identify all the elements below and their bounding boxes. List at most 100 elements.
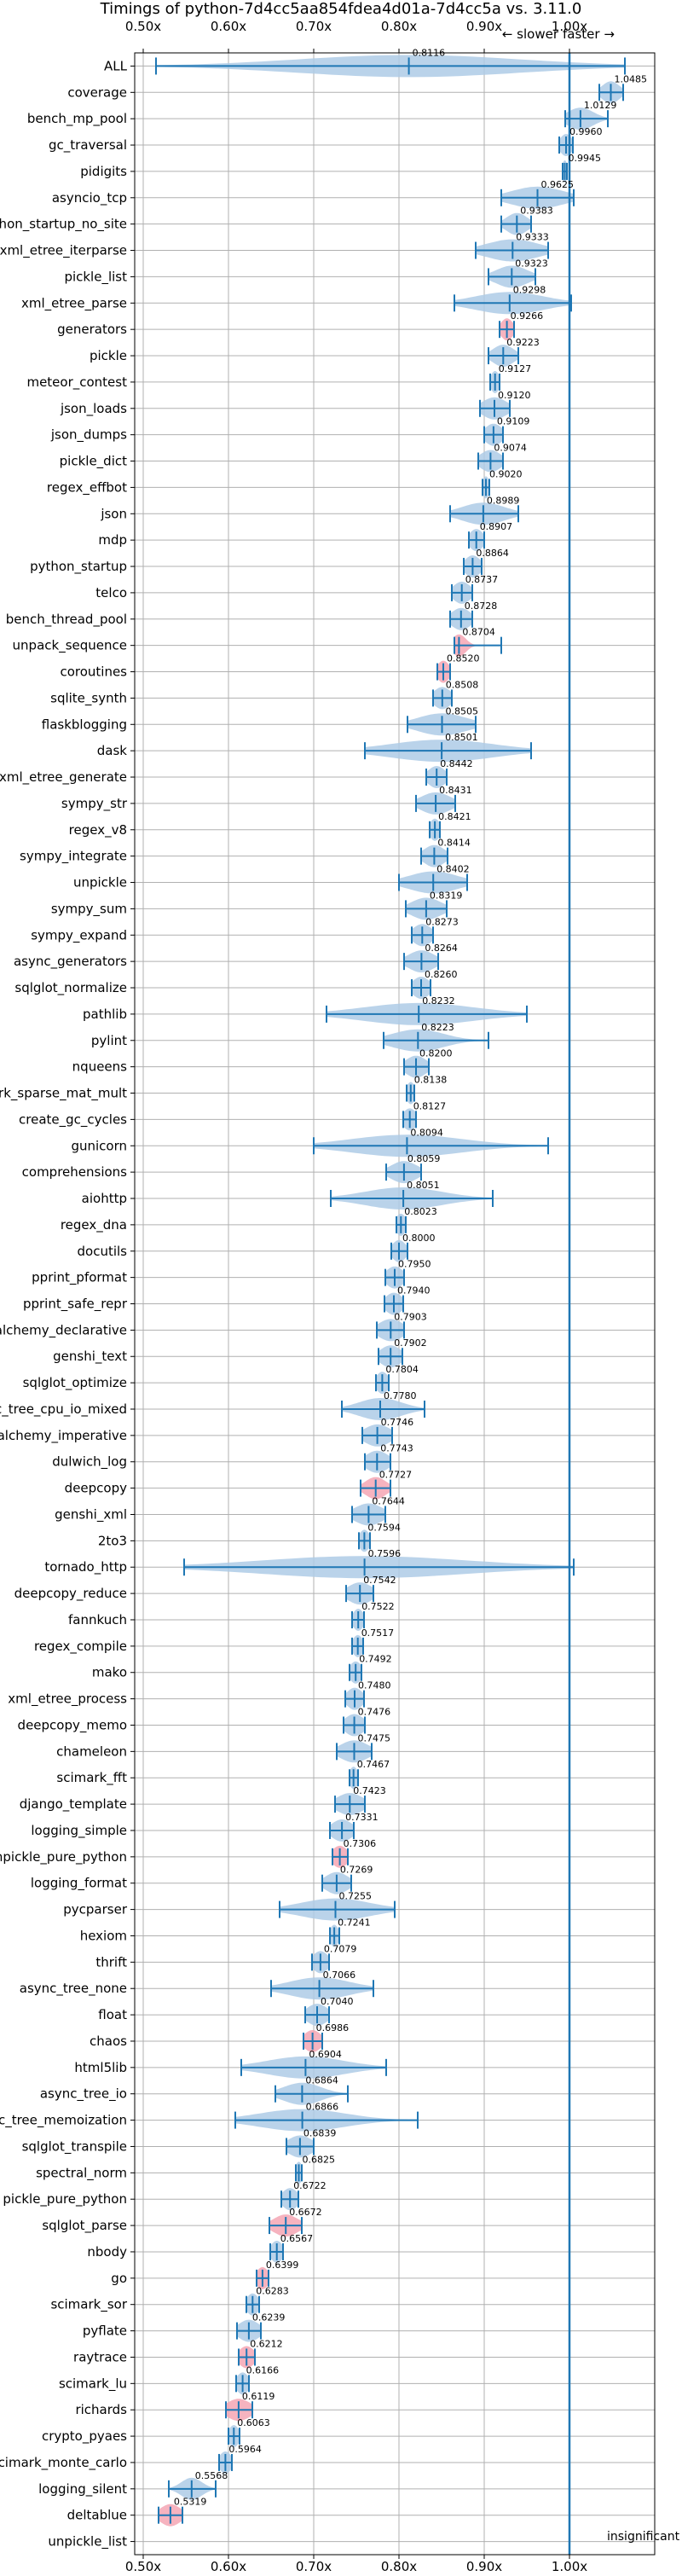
category-label: dask bbox=[97, 743, 128, 758]
slower-label: ← slower bbox=[502, 26, 559, 42]
category-label: sympy_expand bbox=[31, 927, 127, 943]
value-label: 1.0485 bbox=[615, 73, 648, 84]
category-label: meteor_contest bbox=[26, 374, 127, 391]
value-label: 1.0129 bbox=[584, 100, 617, 111]
value-label: 0.6119 bbox=[242, 2391, 275, 2402]
category-label: genshi_text bbox=[53, 1349, 127, 1365]
value-label: 0.8273 bbox=[425, 916, 459, 927]
category-label: richards bbox=[75, 2402, 127, 2417]
tick-label-top: 0.80x bbox=[381, 19, 417, 34]
category-label: sqlglot_parse bbox=[42, 2218, 127, 2234]
value-label: 0.7066 bbox=[323, 1970, 356, 1981]
value-label: 0.6567 bbox=[280, 2233, 314, 2244]
category-label: pycparser bbox=[63, 1902, 128, 1917]
value-label: 0.7804 bbox=[385, 1364, 419, 1375]
value-label: 0.8442 bbox=[440, 758, 473, 769]
category-label: scimark_sparse_mat_mult bbox=[0, 1086, 127, 1102]
value-label: 0.8059 bbox=[407, 1153, 441, 1164]
value-label: 0.5319 bbox=[174, 2497, 207, 2508]
category-label: logging_format bbox=[31, 1876, 127, 1892]
value-labels: 0.81161.04851.01290.99600.99450.96250.93… bbox=[174, 47, 647, 2507]
value-label: 0.8907 bbox=[480, 521, 513, 532]
category-label: raytrace bbox=[73, 2349, 127, 2364]
category-label: sympy_str bbox=[61, 796, 128, 812]
value-label: 0.9074 bbox=[494, 443, 527, 454]
category-label: xml_etree_generate bbox=[0, 769, 127, 786]
value-label: 0.8232 bbox=[422, 995, 455, 1007]
category-label: xml_etree_process bbox=[8, 1691, 127, 1708]
faster-label: faster → bbox=[563, 26, 615, 42]
value-label: 0.7476 bbox=[358, 1706, 391, 1717]
category-label: sympy_sum bbox=[51, 901, 127, 917]
category-label: unpickle_list bbox=[48, 2534, 127, 2550]
category-label: python_startup_no_site bbox=[0, 217, 127, 233]
value-label: 0.7903 bbox=[394, 1311, 427, 1322]
category-label: django_template bbox=[20, 1796, 127, 1813]
value-label: 0.7040 bbox=[321, 1996, 354, 2007]
value-label: 0.8737 bbox=[465, 574, 499, 585]
value-label: 0.9333 bbox=[516, 232, 549, 243]
category-label: regex_v8 bbox=[69, 822, 127, 838]
value-label: 0.5964 bbox=[228, 2444, 262, 2455]
category-label: thrift bbox=[95, 1954, 127, 1970]
value-label: 0.9323 bbox=[515, 258, 548, 269]
value-label: 0.6839 bbox=[303, 2127, 337, 2138]
value-label: 0.7746 bbox=[381, 1417, 414, 1428]
tick-label-top: 0.60x bbox=[211, 19, 246, 34]
category-label: go bbox=[111, 2271, 127, 2286]
category-label: pathlib bbox=[83, 1007, 127, 1022]
value-label: 0.6866 bbox=[306, 2102, 339, 2113]
value-label: 0.9266 bbox=[511, 310, 544, 322]
category-label: regex_effbot bbox=[47, 479, 127, 496]
value-label: 0.9298 bbox=[513, 284, 546, 295]
value-label: 0.7269 bbox=[340, 1865, 373, 1876]
chart-title: Timings of python-7d4cc5aa854fdea4d01a-7… bbox=[100, 0, 582, 18]
value-label: 0.6672 bbox=[289, 2207, 322, 2218]
error-bars bbox=[155, 57, 626, 2524]
category-label: pprint_safe_repr bbox=[23, 1297, 128, 1313]
category-label: sqlglot_transpile bbox=[22, 2138, 127, 2155]
category-label: unpack_sequence bbox=[13, 638, 127, 654]
value-label: 0.7255 bbox=[339, 1891, 373, 1902]
category-label: deltablue bbox=[67, 2508, 127, 2523]
category-label: json_loads bbox=[60, 401, 127, 417]
value-label: 0.7522 bbox=[361, 1601, 395, 1612]
value-label: 0.9383 bbox=[520, 206, 553, 217]
value-label: 0.8505 bbox=[446, 705, 479, 717]
value-label: 0.9960 bbox=[569, 126, 603, 137]
value-label: 0.6212 bbox=[250, 2338, 283, 2349]
insignificant-label: insignificant bbox=[607, 2530, 680, 2544]
category-label: create_gc_cycles bbox=[19, 1111, 127, 1128]
category-label: async_tree_cpu_io_mixed bbox=[0, 1401, 127, 1418]
category-label: regex_compile bbox=[34, 1639, 127, 1655]
value-label: 0.6166 bbox=[246, 2364, 280, 2376]
category-label: logging_simple bbox=[31, 1823, 127, 1839]
category-label: sqlglot_optimize bbox=[23, 1375, 127, 1391]
value-label: 0.8223 bbox=[421, 1022, 454, 1033]
value-label: 0.7331 bbox=[345, 1812, 379, 1823]
value-label: 0.7241 bbox=[338, 1917, 371, 1928]
category-label: unpickle bbox=[73, 875, 127, 891]
category-label: fannkuch bbox=[68, 1612, 127, 1627]
category-label: mako bbox=[92, 1665, 127, 1680]
category-label: tornado_http bbox=[44, 1559, 127, 1575]
category-label: json bbox=[100, 506, 127, 521]
value-label: 0.7727 bbox=[379, 1470, 413, 1481]
value-label: 0.9109 bbox=[497, 416, 530, 427]
value-label: 0.8520 bbox=[447, 653, 480, 664]
tick-label-top: 0.90x bbox=[466, 19, 502, 34]
category-label: pickle_list bbox=[64, 269, 127, 285]
value-label: 0.8704 bbox=[462, 627, 495, 638]
category-label: sqlite_synth bbox=[50, 690, 127, 706]
category-label: scimark_fft bbox=[56, 1770, 127, 1786]
value-label: 0.7467 bbox=[357, 1759, 390, 1770]
tick-label-bottom: 0.90x bbox=[466, 2559, 502, 2574]
value-label: 0.8989 bbox=[487, 495, 520, 506]
value-label: 0.7594 bbox=[367, 1522, 401, 1533]
value-label: 0.6399 bbox=[266, 2260, 299, 2271]
category-label: nqueens bbox=[72, 1059, 127, 1075]
category-label: comprehensions bbox=[22, 1164, 128, 1180]
value-label: 0.6986 bbox=[316, 2022, 350, 2034]
value-label: 0.6063 bbox=[237, 2417, 270, 2428]
value-label: 0.8414 bbox=[437, 838, 471, 849]
